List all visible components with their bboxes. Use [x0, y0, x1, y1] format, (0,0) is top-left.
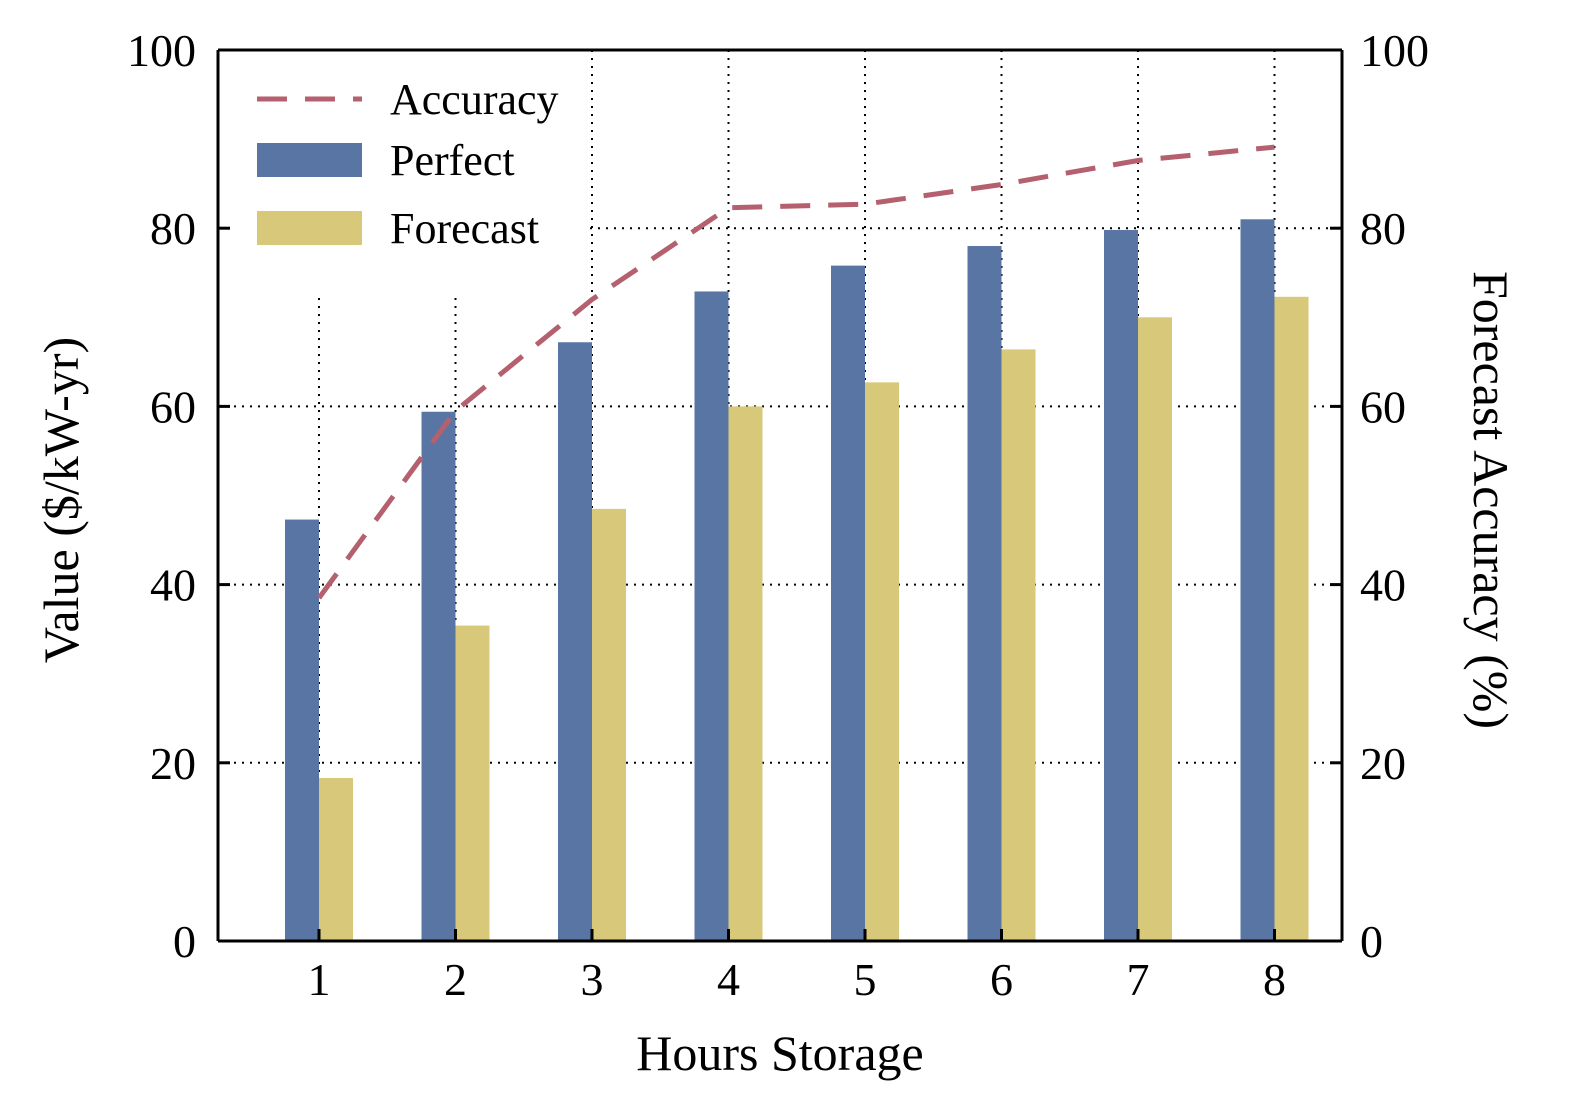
y-tick-label: 40 [150, 560, 196, 611]
x-axis-title: Hours Storage [636, 1025, 923, 1081]
x-tick-label: 2 [444, 954, 467, 1005]
y-axis-title: Value ($/kW-yr) [33, 337, 89, 663]
x-tick-label: 3 [581, 954, 604, 1005]
bars-layer [285, 219, 1309, 942]
bar-forecast-3 [592, 508, 626, 941]
x-tick-label: 5 [854, 954, 877, 1005]
y2-tick-label: 100 [1360, 25, 1429, 76]
accuracy-line [316, 144, 1275, 600]
x-tick-label: 1 [308, 954, 331, 1005]
y2-tick-label: 0 [1360, 916, 1383, 967]
bar-perfect-5 [831, 265, 865, 941]
bar-forecast-4 [728, 406, 763, 941]
legend-swatch-forecast [257, 211, 362, 245]
accuracy-line-layer [316, 144, 1275, 600]
axes-layer [216, 48, 1344, 943]
bar-perfect-3 [558, 342, 592, 941]
tick-labels-layer: 0 20 40 60 80 100 0 20 40 60 80 100 1 2 3 4 5 6 7 8 [127, 25, 1429, 1005]
grid-layer [218, 50, 1342, 941]
y2-tick-label: 80 [1360, 203, 1406, 254]
bar-perfect-4 [694, 291, 729, 941]
y-tick-label: 80 [150, 203, 196, 254]
y2-tick-label: 60 [1360, 381, 1406, 432]
legend-label-accuracy: Accuracy [390, 75, 559, 124]
y-tick-label: 60 [150, 381, 196, 432]
bar-forecast-6 [1001, 349, 1036, 942]
bar-forecast-7 [1138, 317, 1172, 941]
bar-forecast-5 [865, 382, 899, 941]
x-tick-label: 4 [717, 954, 740, 1005]
x-tick-label: 6 [990, 954, 1013, 1005]
y-tick-label: 100 [127, 25, 196, 76]
bar-forecast-2 [455, 625, 490, 941]
legend-label-forecast: Forecast [390, 204, 539, 253]
bar-perfect-8 [1240, 219, 1275, 942]
y2-tick-label: 40 [1360, 560, 1406, 611]
legend: Accuracy Perfect Forecast [257, 75, 559, 253]
bar-perfect-7 [1104, 229, 1138, 941]
y2-axis-title: Forecast Accuracy (%) [1463, 271, 1519, 729]
y2-tick-label: 20 [1360, 738, 1406, 789]
x-tick-label: 7 [1127, 954, 1150, 1005]
legend-label-perfect: Perfect [390, 136, 515, 185]
y-tick-label: 20 [150, 738, 196, 789]
bar-forecast-1 [319, 777, 353, 941]
bar-forecast-8 [1274, 296, 1309, 941]
bar-perfect-1 [285, 519, 319, 941]
bar-perfect-2 [421, 411, 456, 942]
x-tick-label: 8 [1263, 954, 1286, 1005]
y-tick-label: 0 [173, 916, 196, 967]
legend-swatch-perfect [257, 143, 362, 177]
bar-perfect-6 [967, 246, 1002, 941]
